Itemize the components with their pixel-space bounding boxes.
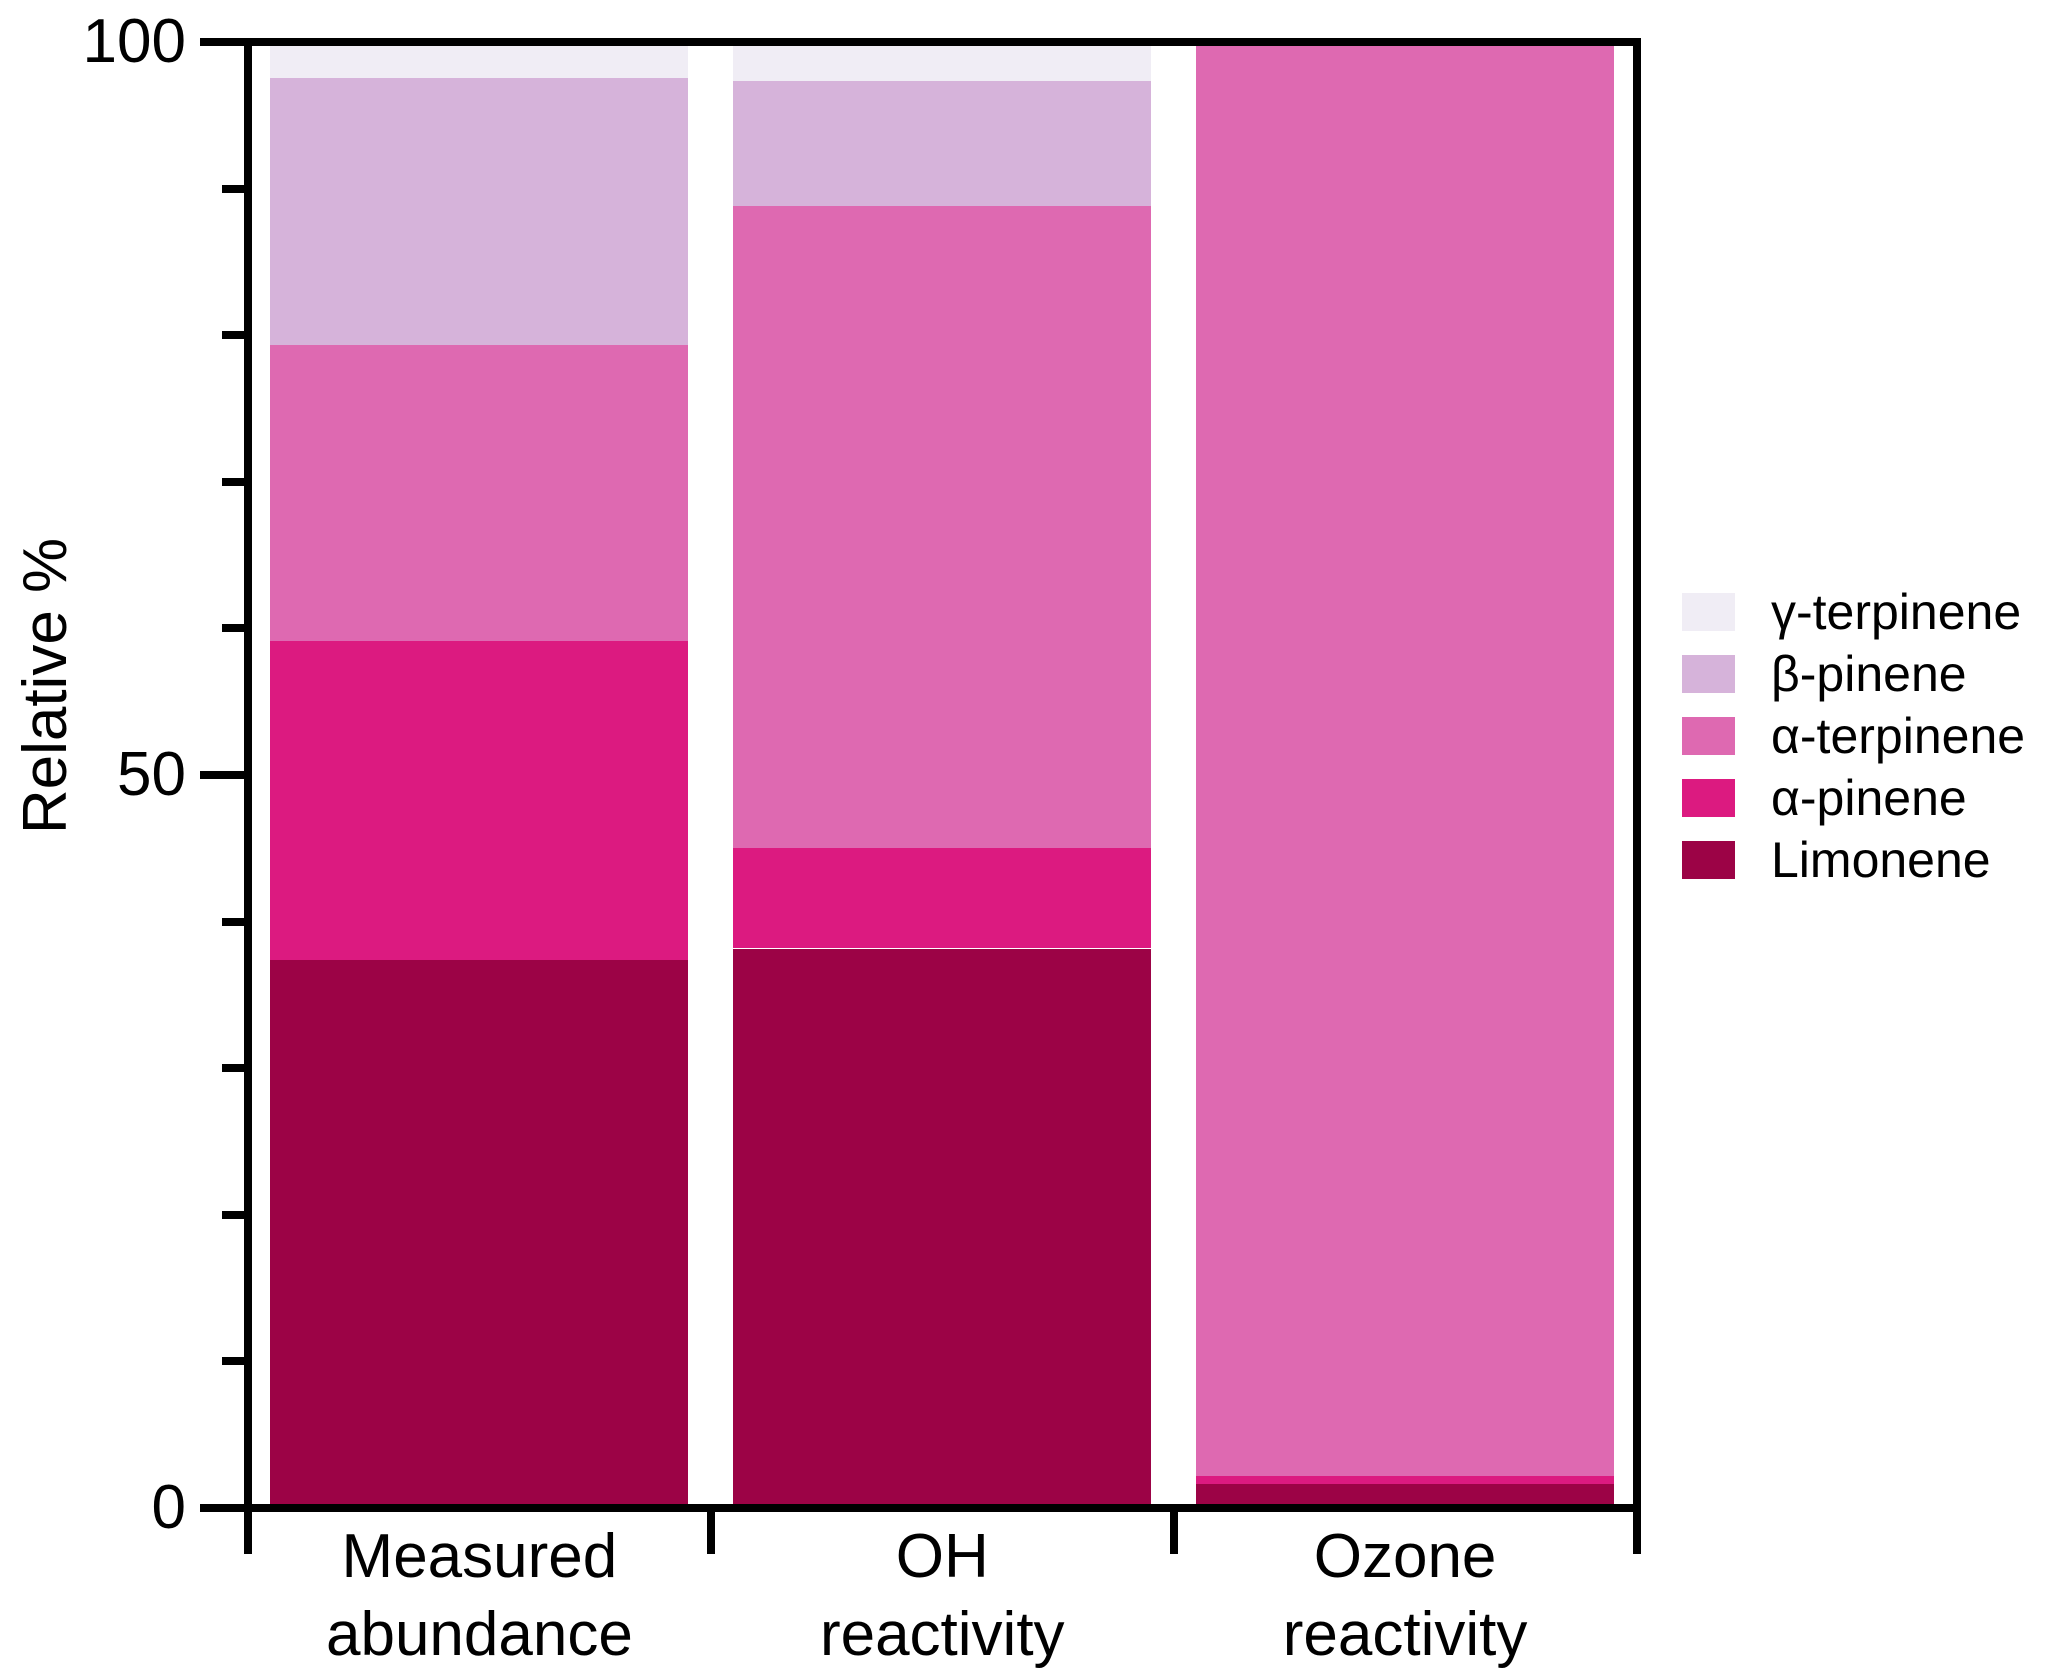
- x-category-label-line: Ozone: [1313, 1522, 1497, 1591]
- legend-swatch: [1682, 593, 1735, 631]
- x-category-label-line: reactivity: [819, 1600, 1065, 1670]
- y-major-tick: [200, 38, 244, 46]
- legend-label: α-terpinene: [1771, 708, 2026, 764]
- x-tick: [244, 1512, 252, 1554]
- y-minor-tick: [222, 1064, 244, 1073]
- bar: [1196, 46, 1614, 1504]
- legend-label: γ-terpinene: [1771, 584, 2022, 640]
- bar: [733, 46, 1151, 1504]
- y-tick-label: 100: [82, 7, 186, 76]
- bar-segment: [270, 344, 688, 641]
- x-category-label-line: Measured: [341, 1522, 618, 1591]
- y-minor-tick: [222, 917, 244, 926]
- legend-swatch: [1682, 841, 1735, 879]
- x-category-label: Ozone reactivity: [1283, 1518, 1528, 1674]
- y-tick-label: 0: [151, 1473, 186, 1542]
- x-tick: [1169, 1512, 1178, 1554]
- plot-frame-top: [200, 38, 1641, 46]
- legend-item: Limonene: [1682, 835, 2062, 885]
- bar-segment: [1196, 1483, 1614, 1504]
- y-minor-tick: [222, 331, 244, 340]
- x-tick: [1632, 1512, 1641, 1554]
- legend-label: β-pinene: [1771, 646, 1967, 702]
- plot-frame-right: [1633, 38, 1641, 1512]
- legend-item: γ-terpinene: [1682, 587, 2062, 637]
- y-tick-label: 50: [117, 740, 186, 809]
- bar-segment: [733, 80, 1151, 207]
- legend-label: Limonene: [1771, 832, 1991, 888]
- x-category-label: Measured abundance: [326, 1518, 633, 1674]
- legend-swatch: [1682, 717, 1735, 755]
- bar-segment: [1196, 1476, 1614, 1484]
- bar-segment: [733, 847, 1151, 949]
- bar-segment: [270, 640, 688, 961]
- bar: [270, 46, 688, 1504]
- y-axis-line: [244, 38, 252, 1512]
- y-major-tick: [200, 1504, 244, 1512]
- y-minor-tick: [222, 1210, 244, 1219]
- x-category-label-line: reactivity: [1282, 1600, 1528, 1670]
- x-tick: [706, 1512, 715, 1554]
- bar-segment: [270, 46, 688, 79]
- bar-segment: [270, 78, 688, 345]
- bar-segment: [733, 206, 1151, 848]
- x-axis-line: [200, 1504, 1641, 1512]
- legend-item: α-terpinene: [1682, 711, 2062, 761]
- legend-item: α-pinene: [1682, 773, 2062, 823]
- y-minor-tick: [222, 1357, 244, 1366]
- legend-label: α-pinene: [1771, 770, 1967, 826]
- bar-segment: [733, 948, 1151, 1504]
- bar-segment: [270, 960, 688, 1504]
- x-category-label-line: OH: [895, 1522, 989, 1591]
- y-major-tick: [200, 771, 244, 779]
- y-minor-tick: [222, 477, 244, 486]
- bar-segment: [733, 46, 1151, 81]
- y-minor-tick: [222, 624, 244, 633]
- x-category-label-line: abundance: [325, 1600, 633, 1670]
- legend-item: β-pinene: [1682, 649, 2062, 699]
- bar-segment: [1196, 46, 1614, 1477]
- legend-swatch: [1682, 779, 1735, 817]
- x-category-label: OH reactivity: [820, 1518, 1065, 1674]
- legend-swatch: [1682, 655, 1735, 693]
- y-minor-tick: [222, 184, 244, 193]
